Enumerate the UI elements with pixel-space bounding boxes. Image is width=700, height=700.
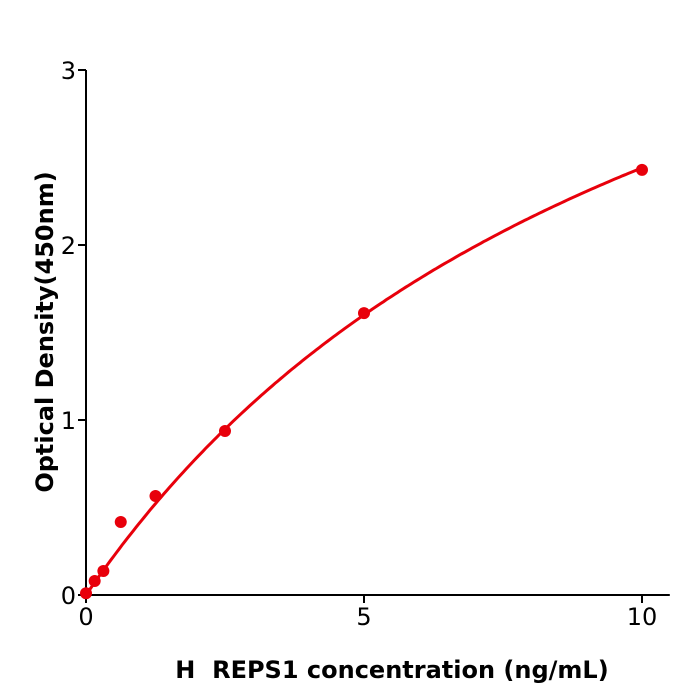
data-points (80, 163, 648, 600)
x-tick-label: 10 (627, 603, 658, 631)
axes: 0 5 10 0 1 2 3 (61, 57, 670, 631)
x-tick-label: 0 (78, 603, 93, 631)
x-tick-label: 5 (356, 603, 371, 631)
data-point (636, 163, 648, 176)
data-point (149, 489, 162, 502)
data-point (80, 587, 92, 600)
data-point (97, 565, 110, 578)
y-tick-label: 0 (61, 582, 76, 610)
y-axis-label: Optical Density(450nm) (31, 171, 59, 492)
data-point (88, 575, 101, 587)
data-point (219, 425, 231, 438)
data-point (114, 516, 127, 529)
data-point (358, 307, 370, 320)
y-tick-label: 2 (61, 232, 76, 260)
y-tick-label: 3 (61, 57, 76, 85)
x-axis-label: H REPS1 concentration (ng/mL) (175, 656, 608, 684)
y-tick-label: 1 (61, 407, 76, 435)
fit-curve (84, 166, 643, 596)
